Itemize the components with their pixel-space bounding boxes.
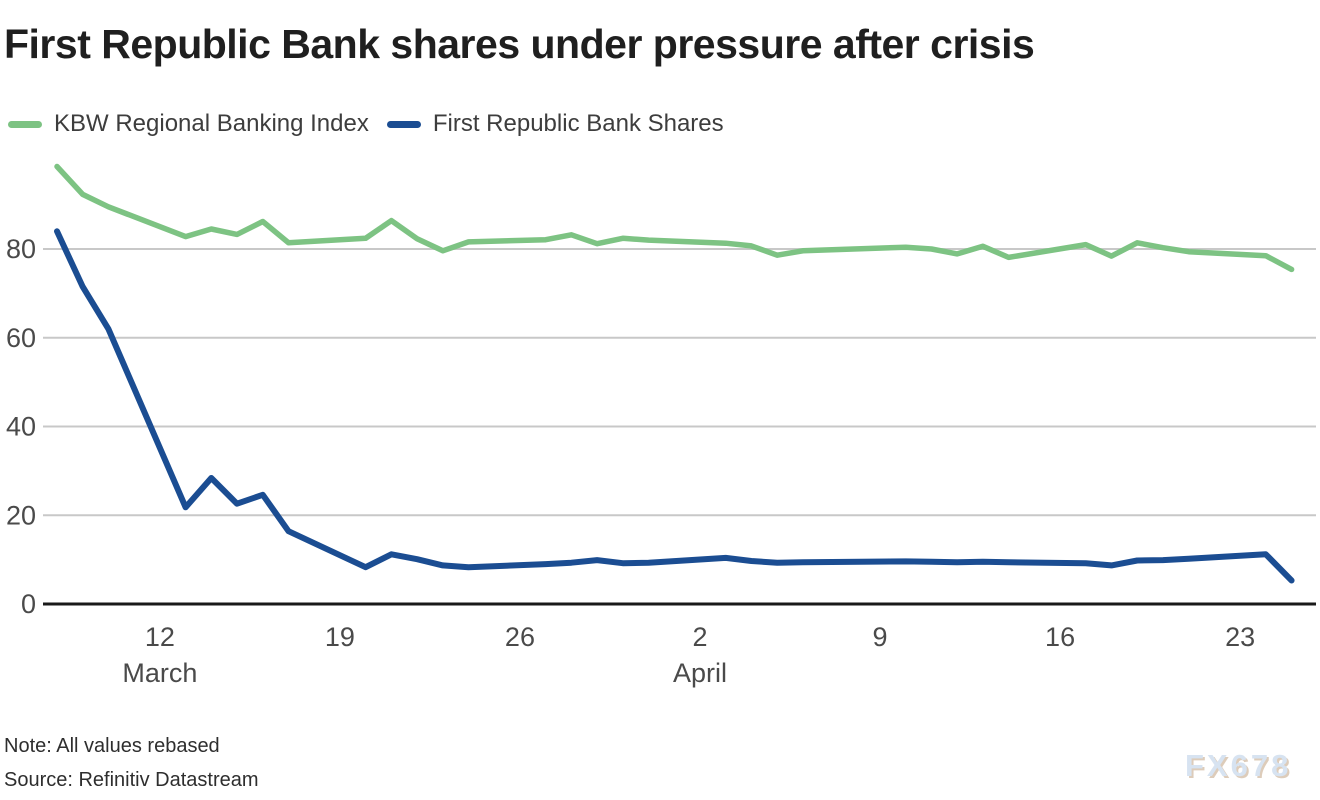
source-text: Source: Refinitiv Datastream (4, 769, 259, 791)
y-tick-label-0: 0 (21, 589, 36, 619)
chart-area: 0 20 40 60 80 12 19 26 2 9 16 23 March April (6, 163, 1316, 688)
y-tick-label-20: 20 (6, 500, 36, 530)
legend-label-frc: First Republic Bank Shares (432, 110, 724, 137)
x-tick-label-26: 26 (505, 622, 535, 652)
y-tick-label-40: 40 (6, 412, 36, 442)
x-tick-label-16: 16 (1045, 622, 1075, 652)
note-text: Note: All values rebased (4, 735, 220, 757)
x-tick-label-19: 19 (325, 622, 355, 652)
legend-label-kbw: KBW Regional Banking Index (54, 110, 369, 137)
watermark: FX678 (1185, 748, 1292, 783)
y-tick-label-60: 60 (6, 323, 36, 353)
x-tick-label-23: 23 (1225, 622, 1255, 652)
x-tick-label-9: 9 (873, 622, 888, 652)
month-label-march: March (122, 658, 197, 688)
chart-title: First Republic Bank shares under pressur… (4, 21, 1035, 67)
month-label-april: April (673, 658, 727, 688)
legend: KBW Regional Banking Index First Republi… (8, 108, 742, 140)
first-republic-line (54, 228, 1295, 584)
frc-line-swatch-icon (386, 120, 421, 128)
x-tick-label-12: 12 (145, 622, 175, 652)
legend-item-frc: First Republic Bank Shares (386, 110, 724, 138)
kbw-index-line (54, 163, 1295, 273)
legend-item-kbw: KBW Regional Banking Index (8, 110, 369, 138)
x-tick-label-2: 2 (692, 622, 707, 652)
kbw-line-swatch-icon (8, 120, 42, 128)
y-tick-label-80: 80 (6, 234, 36, 264)
